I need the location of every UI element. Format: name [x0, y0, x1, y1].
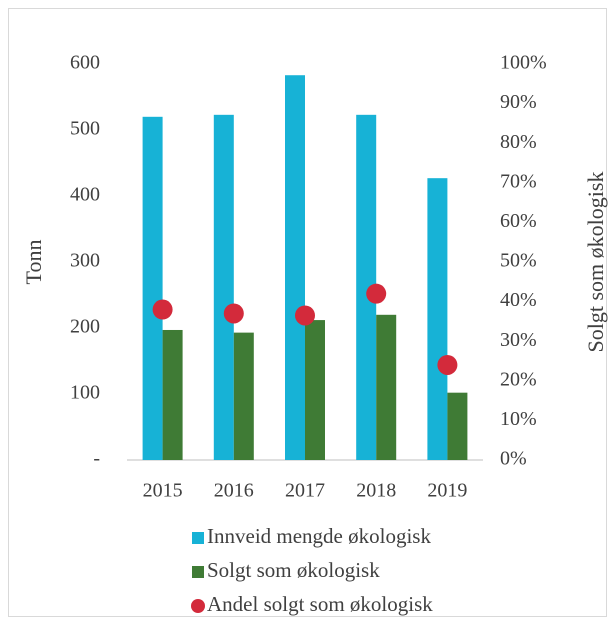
legend-marker [192, 566, 204, 578]
y2-tick-label: 60% [500, 210, 537, 232]
y-tick-label: - [93, 448, 100, 470]
y2-tick-label: 80% [500, 131, 537, 153]
bar [447, 392, 468, 460]
legend-label: Solgt som økologisk [207, 558, 380, 582]
chart-border [8, 8, 607, 617]
dot [223, 303, 244, 324]
y2-tick-label: 0% [500, 448, 527, 470]
x-tick-label: 2019 [427, 480, 467, 502]
x-tick-label: 2016 [214, 480, 254, 502]
y2-tick-label: 50% [500, 250, 537, 272]
y2-tick-label: 20% [500, 368, 537, 390]
dot [366, 283, 387, 304]
y2-tick-label: 30% [500, 329, 537, 351]
dot [152, 299, 173, 320]
dot [437, 354, 458, 375]
legend-marker [191, 599, 205, 613]
y-tick-label: 300 [70, 250, 100, 272]
bar [356, 114, 377, 460]
x-tick-label: 2015 [143, 480, 183, 502]
y-tick-label: 500 [70, 118, 100, 140]
bar [285, 75, 305, 460]
y-axis-title: Tonn [21, 240, 46, 285]
bar [162, 329, 183, 460]
bar [427, 178, 448, 460]
y2-tick-label: 10% [500, 408, 537, 430]
y-tick-label: 400 [70, 184, 100, 206]
bar [213, 114, 234, 460]
legend-label: Innveid mengde økologisk [207, 524, 431, 548]
y2-tick-label: 90% [500, 91, 537, 113]
x-tick-label: 2018 [356, 480, 396, 502]
bar [376, 314, 397, 460]
legend-marker [192, 532, 204, 544]
y-tick-label: 600 [70, 52, 100, 74]
bar [233, 332, 254, 460]
y2-tick-label: 100% [500, 52, 547, 74]
y-tick-label: 100 [70, 382, 100, 404]
y2-tick-label: 70% [500, 170, 537, 192]
x-tick-label: 2017 [285, 480, 325, 502]
dot [295, 305, 315, 326]
y2-axis-title: Solgt som økologisk [583, 172, 608, 353]
y-tick-label: 200 [70, 316, 100, 338]
bar [305, 320, 325, 460]
bar [142, 116, 163, 461]
legend-label: Andel solgt som økologisk [207, 592, 433, 616]
y2-tick-label: 40% [500, 289, 537, 311]
